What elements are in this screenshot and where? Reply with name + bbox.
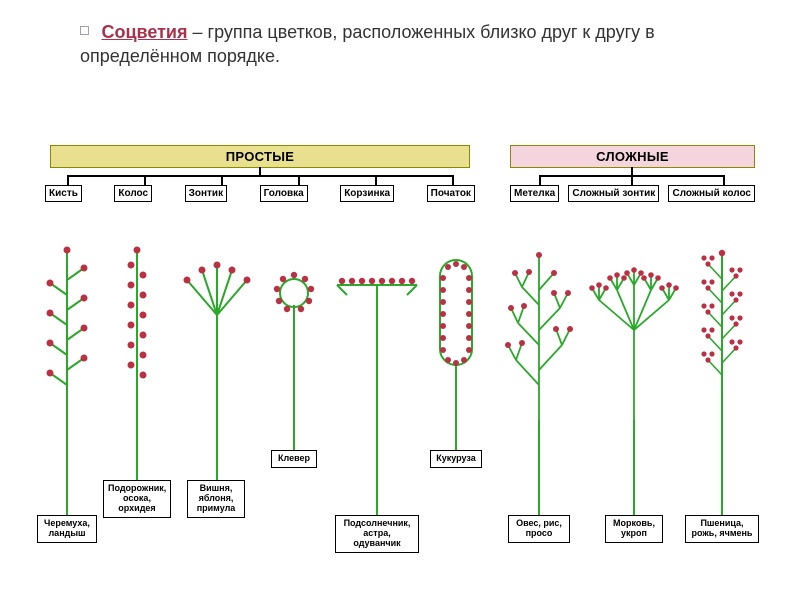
- complex-header: СЛОЖНЫЕ: [510, 145, 755, 168]
- ex-kist: Черемуха,ландыш: [37, 515, 97, 543]
- subtype-golovka: Головка: [260, 185, 308, 202]
- stem: [66, 420, 68, 515]
- ex-skolos: Пшеница,рожь, ячмень: [685, 515, 759, 543]
- stem: [293, 420, 295, 450]
- ex-szontik: Морковь,укроп: [605, 515, 663, 543]
- conn: [631, 167, 633, 175]
- diagrams-row: [35, 235, 765, 435]
- ex-pochatok: Кукуруза: [430, 450, 482, 468]
- stem: [136, 420, 138, 480]
- conn: [144, 175, 146, 185]
- inflorescence-figure: ПРОСТЫЕ Кисть Колос Зонтик Головка Корзи…: [35, 145, 765, 545]
- kist-icon: [40, 245, 95, 435]
- slozhnyi-zontik-icon: [587, 245, 682, 435]
- page-title: Соцветия – группа цветков, расположенных…: [80, 22, 655, 66]
- conn: [631, 175, 633, 185]
- conn: [221, 175, 223, 185]
- subtype-slozhnyi-kolos: Сложный колос: [668, 185, 755, 202]
- ex-metelka: Овес, рис,просо: [508, 515, 570, 543]
- ex-zontik: Вишня,яблоня,примула: [187, 480, 245, 518]
- stem: [455, 420, 457, 450]
- ex-kolos: Подорожник,осока,орхидея: [103, 480, 171, 518]
- bullet: [80, 26, 89, 35]
- golovka-icon: [267, 245, 322, 435]
- conn: [723, 175, 725, 185]
- stem: [721, 420, 723, 515]
- conn: [67, 175, 69, 185]
- subtype-korzinka: Корзинка: [340, 185, 394, 202]
- complex-subtypes: Метелка Сложный зонтик Сложный колос: [510, 185, 755, 202]
- zontik-icon: [182, 245, 252, 435]
- stem: [633, 420, 635, 515]
- ex-korzinka: Подсолнечник,астра,одуванчик: [335, 515, 419, 553]
- stem: [376, 420, 378, 515]
- subtype-metelka: Метелка: [510, 185, 559, 202]
- simple-subtypes: Кисть Колос Зонтик Головка Корзинка Поча…: [45, 185, 475, 202]
- stem: [538, 420, 540, 515]
- subtype-kolos: Колос: [114, 185, 152, 202]
- subtype-kist: Кисть: [45, 185, 82, 202]
- simple-header: ПРОСТЫЕ: [50, 145, 470, 168]
- complex-header-label: СЛОЖНЫЕ: [596, 149, 669, 164]
- title-term: Соцветия: [101, 22, 187, 42]
- ex-golovka: Клевер: [271, 450, 317, 468]
- simple-header-label: ПРОСТЫЕ: [226, 149, 294, 164]
- subtype-zontik: Зонтик: [185, 185, 227, 202]
- subtype-slozhnyi-zontik: Сложный зонтик: [568, 185, 659, 202]
- slozhnyi-kolos-icon: [695, 245, 750, 435]
- conn: [259, 167, 261, 175]
- korzinka-icon: [332, 245, 422, 435]
- conn: [67, 175, 452, 177]
- stem: [216, 420, 218, 480]
- subtype-pochatok: Початок: [427, 185, 475, 202]
- metelka-icon: [502, 245, 577, 435]
- conn: [375, 175, 377, 185]
- conn: [539, 175, 541, 185]
- pochatok-icon: [432, 245, 480, 435]
- conn: [452, 175, 454, 185]
- conn: [298, 175, 300, 185]
- kolos-icon: [117, 245, 157, 435]
